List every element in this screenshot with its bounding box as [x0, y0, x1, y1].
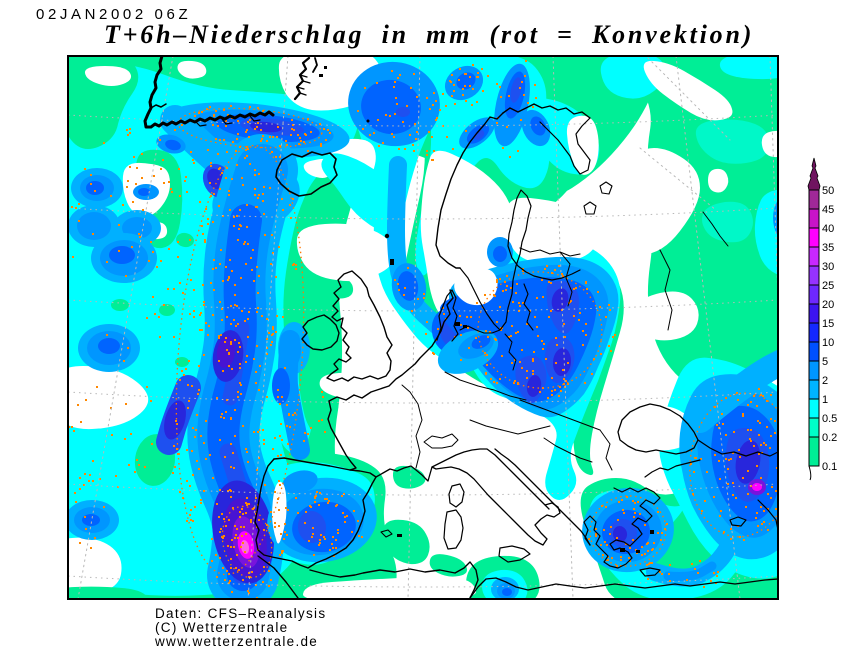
- svg-text:5: 5: [822, 356, 828, 368]
- svg-text:35: 35: [822, 242, 834, 254]
- svg-text:02JAN2002 06Z: 02JAN2002 06Z: [36, 6, 191, 23]
- svg-text:30: 30: [822, 261, 834, 273]
- svg-text:0.5: 0.5: [822, 413, 837, 425]
- svg-text:15: 15: [822, 318, 834, 330]
- svg-text:www.wetterzentrale.de: www.wetterzentrale.de: [154, 634, 318, 649]
- svg-text:0.2: 0.2: [822, 432, 837, 444]
- svg-text:Daten: CFS–Reanalysis: Daten: CFS–Reanalysis: [155, 606, 326, 621]
- svg-text:2: 2: [822, 375, 828, 387]
- svg-text:(C) Wetterzentrale: (C) Wetterzentrale: [155, 620, 288, 635]
- svg-text:T+6h–Niederschlag in mm (rot =: T+6h–Niederschlag in mm (rot = Konvektio…: [104, 20, 754, 49]
- svg-text:25: 25: [822, 280, 834, 292]
- svg-text:10: 10: [822, 337, 834, 349]
- svg-text:0.1: 0.1: [822, 461, 837, 473]
- svg-text:1: 1: [822, 394, 828, 406]
- svg-text:20: 20: [822, 299, 834, 311]
- svg-text:50: 50: [822, 185, 834, 197]
- svg-text:45: 45: [822, 204, 834, 216]
- svg-text:40: 40: [822, 223, 834, 235]
